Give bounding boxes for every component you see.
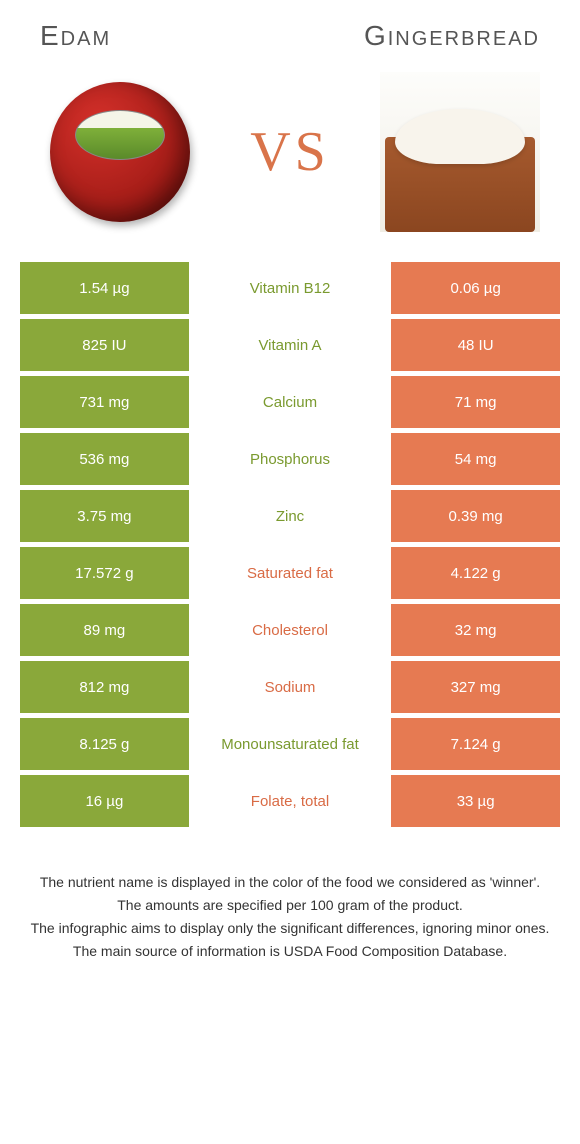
right-value: 327 mg (391, 661, 560, 713)
left-value: 16 µg (20, 775, 189, 827)
footer-line: The infographic aims to display only the… (30, 918, 550, 939)
nutrient-name: Saturated fat (189, 547, 392, 599)
footer-notes: The nutrient name is displayed in the co… (0, 832, 580, 962)
footer-line: The nutrient name is displayed in the co… (30, 872, 550, 893)
table-row: 16 µgFolate, total33 µg (20, 775, 560, 827)
left-value: 89 mg (20, 604, 189, 656)
left-value: 731 mg (20, 376, 189, 428)
footer-line: The amounts are specified per 100 gram o… (30, 895, 550, 916)
nutrient-name: Vitamin B12 (189, 262, 392, 314)
table-row: 17.572 gSaturated fat4.122 g (20, 547, 560, 599)
cake-icon (380, 72, 540, 232)
left-value: 8.125 g (20, 718, 189, 770)
nutrient-name: Cholesterol (189, 604, 392, 656)
left-value: 536 mg (20, 433, 189, 485)
table-row: 536 mgPhosphorus54 mg (20, 433, 560, 485)
footer-line: The main source of information is USDA F… (30, 941, 550, 962)
images-row: VS (0, 62, 580, 262)
nutrient-name: Vitamin A (189, 319, 392, 371)
table-row: 812 mgSodium327 mg (20, 661, 560, 713)
table-row: 1.54 µgVitamin B120.06 µg (20, 262, 560, 314)
table-row: 8.125 gMonounsaturated fat7.124 g (20, 718, 560, 770)
right-value: 32 mg (391, 604, 560, 656)
right-value: 0.06 µg (391, 262, 560, 314)
right-value: 48 IU (391, 319, 560, 371)
right-food-image (380, 72, 540, 232)
table-row: 825 IUVitamin A48 IU (20, 319, 560, 371)
right-value: 7.124 g (391, 718, 560, 770)
left-value: 3.75 mg (20, 490, 189, 542)
left-value: 825 IU (20, 319, 189, 371)
nutrient-name: Phosphorus (189, 433, 392, 485)
right-food-title: Gingerbread (364, 20, 540, 52)
left-food-image (40, 72, 200, 232)
nutrient-name: Folate, total (189, 775, 392, 827)
left-food-title: Edam (40, 20, 111, 52)
right-value: 54 mg (391, 433, 560, 485)
header: Edam Gingerbread (0, 0, 580, 62)
table-row: 89 mgCholesterol32 mg (20, 604, 560, 656)
right-value: 0.39 mg (391, 490, 560, 542)
nutrient-name: Zinc (189, 490, 392, 542)
right-value: 33 µg (391, 775, 560, 827)
left-value: 17.572 g (20, 547, 189, 599)
left-value: 812 mg (20, 661, 189, 713)
left-value: 1.54 µg (20, 262, 189, 314)
table-row: 731 mgCalcium71 mg (20, 376, 560, 428)
table-row: 3.75 mgZinc0.39 mg (20, 490, 560, 542)
right-value: 71 mg (391, 376, 560, 428)
vs-label: VS (250, 120, 330, 184)
right-value: 4.122 g (391, 547, 560, 599)
nutrient-name: Sodium (189, 661, 392, 713)
nutrient-name: Calcium (189, 376, 392, 428)
comparison-table: 1.54 µgVitamin B120.06 µg825 IUVitamin A… (0, 262, 580, 827)
cheese-icon (50, 82, 190, 222)
nutrient-name: Monounsaturated fat (189, 718, 392, 770)
